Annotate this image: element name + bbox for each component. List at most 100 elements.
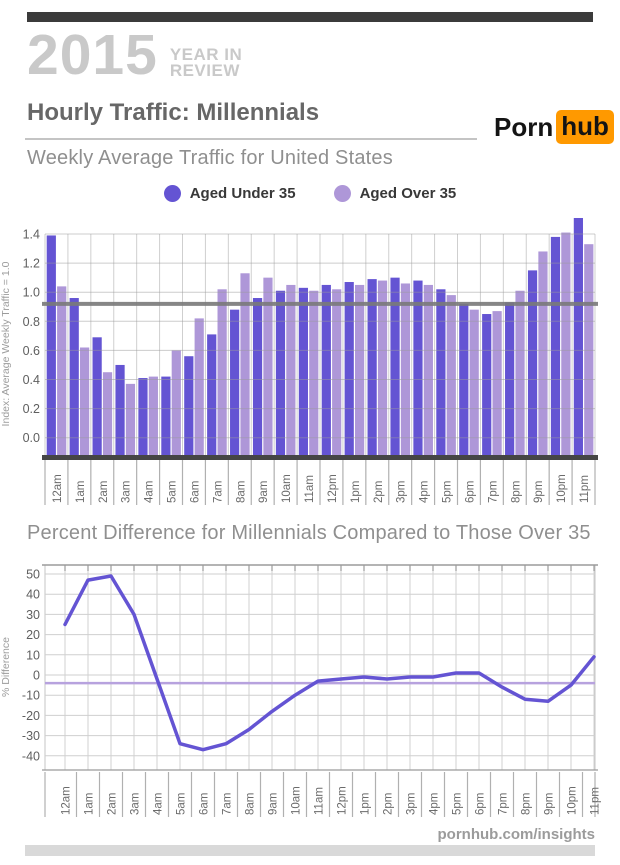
bar-4pm-under35 [413,280,423,455]
x-tick-label: 9pm [544,793,556,815]
bar-7pm-under35 [482,314,492,455]
bar-5am-over35 [171,350,181,455]
year-heading: 2015 YEAR IN REVIEW [27,23,243,87]
logo-porn-text: Porn [494,111,554,142]
bar-3am-over35 [125,383,136,455]
x-tick-label: 4am [153,793,165,815]
x-tick-label: 5am [167,481,179,503]
bar-6am-under35 [184,356,194,455]
x-tick-label: 11am [314,787,326,815]
bar-3am-under35 [115,364,125,455]
bar-8am-over35 [240,273,250,455]
x-tick-label: 8am [235,481,247,503]
bar-12pm-over35 [332,289,342,455]
x-tick-label: 3pm [406,793,418,815]
x-tick-label: 1pm [360,793,372,815]
x-tick-label: 7am [222,793,234,815]
bar-11pm-over35 [584,244,594,455]
x-tick-label: 11pm [579,475,591,503]
line-chart-title: Percent Difference for Millennials Compa… [27,522,591,544]
bar-3pm-over35 [400,283,411,455]
x-tick-label: 5am [176,793,188,815]
bar-10am-over35 [286,284,296,455]
bar-5pm-over35 [446,295,456,455]
x-tick-label: 1pm [350,481,362,503]
y-tick-label: -10 [22,689,40,703]
pornhub-logo: Porn hub [494,110,614,144]
y-tick-label: -30 [22,729,40,743]
y-tick-label: 0.4 [23,373,40,387]
x-tick-label: 8pm [521,793,533,815]
x-tick-label: 5pm [442,481,454,503]
y-tick-label: 50 [26,568,40,582]
x-tick-label: 12am [61,786,73,815]
bar-chart-title: Weekly Average Traffic for United States [27,147,393,169]
x-tick-label: 6am [189,481,201,503]
year-text: 2015 [27,23,158,87]
y-tick-label: 40 [26,588,40,602]
x-tick-label: 9am [258,481,270,503]
x-tick-label: 10pm [567,786,579,815]
bar-3pm-under35 [390,277,400,455]
bar-10pm-under35 [550,236,561,455]
bar-1am-over35 [80,347,90,455]
x-tick-label: 3am [121,481,133,503]
bar-9pm-under35 [527,270,538,455]
bar-7pm-over35 [492,311,502,455]
x-tick-label: 3pm [396,481,408,503]
y-tick-label: 0.6 [23,344,40,358]
year-review-line2: REVIEW [169,61,240,80]
bar-2am-over35 [102,372,113,455]
bar-1pm-over35 [355,284,365,455]
x-tick-label: 1am [84,793,96,815]
bar-12am-over35 [57,286,67,455]
bar-6pm-over35 [469,309,479,455]
title-divider [25,138,477,140]
bar-1pm-under35 [344,282,354,455]
y-tick-label: 20 [26,628,40,642]
bar-10am-under35 [275,290,286,455]
x-tick-label: 6pm [464,481,476,503]
bar-7am-under35 [207,334,217,455]
x-tick-label: 10am [281,474,293,503]
y-tick-label: 1.4 [23,228,40,242]
bar-5pm-under35 [436,289,446,455]
bar-5am-under35 [161,376,171,455]
bar-2am-under35 [92,337,102,455]
bar-4pm-over35 [423,284,433,455]
x-tick-label: 9am [268,793,280,815]
legend-dot-over-35-icon [333,185,351,202]
year-review-label: YEAR IN REVIEW [169,45,243,80]
bar-9am-over35 [263,277,273,455]
y-tick-label: 1.0 [23,286,40,300]
bar-9am-under35 [252,298,263,455]
bar-9pm-over35 [538,251,548,455]
x-tick-label: 10pm [556,474,568,503]
x-tick-label: 12pm [327,474,339,503]
bottom-accent-bar [25,845,595,856]
footer-url: pornhub.com/insights [437,826,596,843]
bar-4am-over35 [148,376,158,455]
x-tick-label: 7pm [487,481,499,503]
bar-y-axis-title: Index: Average Weekly Traffic = 1.0 [0,261,12,426]
bar-7am-over35 [217,289,227,455]
bar-chart: 0.0 0.2 0.4 0.6 0.8 1.0 1.2 1.4 12am 1am 2am 3am 4am… [0,217,598,505]
y-tick-label: 30 [26,608,40,622]
bar-6am-over35 [194,318,204,455]
y-tick-label: 0.0 [23,431,40,445]
y-tick-label: 0.8 [23,315,40,329]
x-tick-label: 7pm [498,793,510,815]
bar-2pm-over35 [377,280,388,455]
bar-8pm-under35 [505,302,515,455]
x-tick-label: 2pm [383,793,395,815]
year-review-line1: YEAR IN [169,45,243,64]
bar-8am-under35 [230,309,240,455]
x-tick-label: 2pm [373,481,385,503]
legend-item-over-35: Aged Over 35 [333,185,457,202]
y-tick-label: 10 [26,648,40,662]
chart-legend: Aged Under 35 Aged Over 35 [0,185,620,202]
legend-label-over-35: Aged Over 35 [359,185,457,202]
x-tick-label: 2am [107,793,119,815]
bar-11am-under35 [298,287,308,455]
